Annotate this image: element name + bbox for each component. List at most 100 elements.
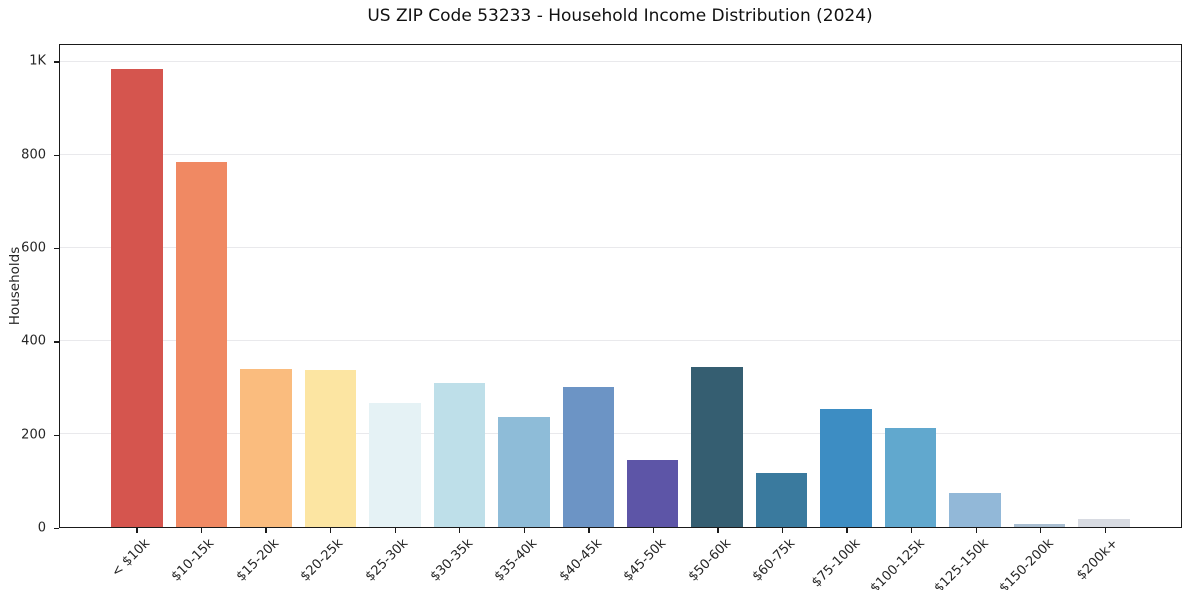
x-tick-label: $30-35k — [427, 536, 476, 585]
x-slot: $10-15k — [169, 528, 234, 590]
x-tick-mark — [781, 528, 784, 533]
bar-slot — [943, 45, 1007, 527]
y-tick-mark — [54, 247, 59, 250]
x-tick-label: $15-20k — [233, 536, 283, 585]
y-tick-label: 800 — [21, 147, 46, 163]
bar — [240, 368, 292, 527]
x-slot: $75-100k — [809, 528, 879, 590]
bar-slot — [234, 45, 298, 527]
x-tick-mark — [136, 528, 138, 533]
gridline — [60, 154, 1181, 156]
x-tick-label: $25-30k — [362, 536, 412, 585]
y-tick-label: 200 — [21, 427, 46, 443]
x-tick-mark — [975, 528, 977, 533]
x-tick-mark — [394, 528, 396, 533]
bar — [111, 69, 163, 527]
gridline — [60, 247, 1181, 249]
x-tick-mark — [717, 528, 719, 533]
x-tick-label: $45-50k — [620, 536, 670, 585]
x-tick-mark — [588, 528, 590, 533]
x-slot: $100-125k — [867, 528, 944, 590]
x-tick-mark — [265, 528, 267, 533]
y-tick-label: 600 — [21, 240, 46, 256]
x-tick-label: $10-15k — [168, 536, 218, 585]
gridline — [60, 433, 1181, 435]
bar-slot — [814, 45, 878, 527]
x-tick-label: $40-45k — [556, 536, 605, 585]
x-tick-mark — [1040, 528, 1042, 533]
bar-slot — [621, 45, 685, 527]
x-tick-label: $75-100k — [808, 536, 864, 590]
x-tick-mark — [459, 528, 461, 533]
bar — [498, 416, 550, 527]
bar-slot — [1007, 45, 1071, 527]
bar-slot — [298, 45, 362, 527]
bar — [369, 402, 421, 527]
bar-slot — [363, 45, 427, 527]
y-tick-mark — [54, 61, 59, 63]
x-tick-mark — [1104, 528, 1107, 533]
x-tick-mark — [523, 528, 525, 533]
bar — [175, 162, 228, 527]
x-tick-mark — [846, 528, 848, 533]
bar-slot — [556, 45, 620, 527]
bar — [626, 459, 679, 527]
x-slot: $125-150k — [932, 528, 1008, 590]
y-tick-label: 1K — [29, 53, 46, 69]
bar — [1013, 523, 1066, 527]
gridline — [60, 340, 1181, 342]
x-slot: $45-50k — [621, 528, 686, 590]
bar — [820, 409, 872, 527]
bar-slot — [749, 45, 813, 527]
bars-row — [60, 45, 1181, 527]
y-tick-label: 0 — [37, 520, 46, 536]
bar — [562, 386, 615, 527]
x-tick-label: $50-60k — [685, 536, 734, 585]
gridline — [60, 61, 1181, 63]
x-tick-label: $200k+ — [1074, 536, 1122, 584]
x-slot: $15-20k — [233, 528, 298, 590]
x-slot: $60-75k — [750, 528, 815, 590]
x-slot: < $10k — [104, 528, 169, 590]
y-tick-label: 400 — [21, 333, 46, 349]
x-tick-label: $20-25k — [298, 536, 347, 585]
x-tick-mark — [200, 528, 203, 533]
bar-slot — [878, 45, 942, 527]
bar — [884, 428, 937, 527]
bar-slot — [492, 45, 556, 527]
x-tick-mark — [652, 528, 655, 533]
x-slot: $40-45k — [556, 528, 621, 590]
bar — [691, 366, 743, 527]
x-slot: $25-30k — [362, 528, 427, 590]
x-slot: $20-25k — [298, 528, 363, 590]
x-tick-mark — [911, 528, 913, 533]
y-tick-mark — [54, 341, 59, 343]
y-tick-mark — [54, 154, 59, 156]
bar — [949, 493, 1001, 527]
bar — [1078, 519, 1130, 527]
x-tick-label: $35-40k — [491, 536, 541, 585]
bar-slot — [685, 45, 749, 527]
plot-area — [59, 44, 1182, 528]
y-tick-mark — [54, 528, 59, 530]
x-axis: < $10k $10-15k $15-20k $20-25k $25-30k $30-35… — [59, 528, 1182, 590]
bar — [433, 382, 486, 527]
y-axis: 0 200 400 600 800 1K — [0, 44, 59, 536]
x-slot: $50-60k — [685, 528, 750, 590]
x-slot: $150-200k — [997, 528, 1073, 590]
x-tick-label: $60-75k — [750, 536, 799, 585]
x-slot: $30-35k — [427, 528, 492, 590]
x-tick-label: < $10k — [108, 536, 153, 581]
bar — [304, 369, 357, 527]
chart-title: US ZIP Code 53233 - Household Income Dis… — [367, 6, 873, 26]
bar-slot — [427, 45, 491, 527]
bar — [755, 473, 808, 527]
bar-slot — [1072, 45, 1136, 527]
y-tick-mark — [54, 434, 59, 436]
bar-slot — [105, 45, 169, 527]
bar-slot — [169, 45, 233, 527]
x-slot: $35-40k — [491, 528, 556, 590]
x-tick-mark — [329, 528, 332, 533]
x-slot: $200k+ — [1072, 528, 1137, 590]
